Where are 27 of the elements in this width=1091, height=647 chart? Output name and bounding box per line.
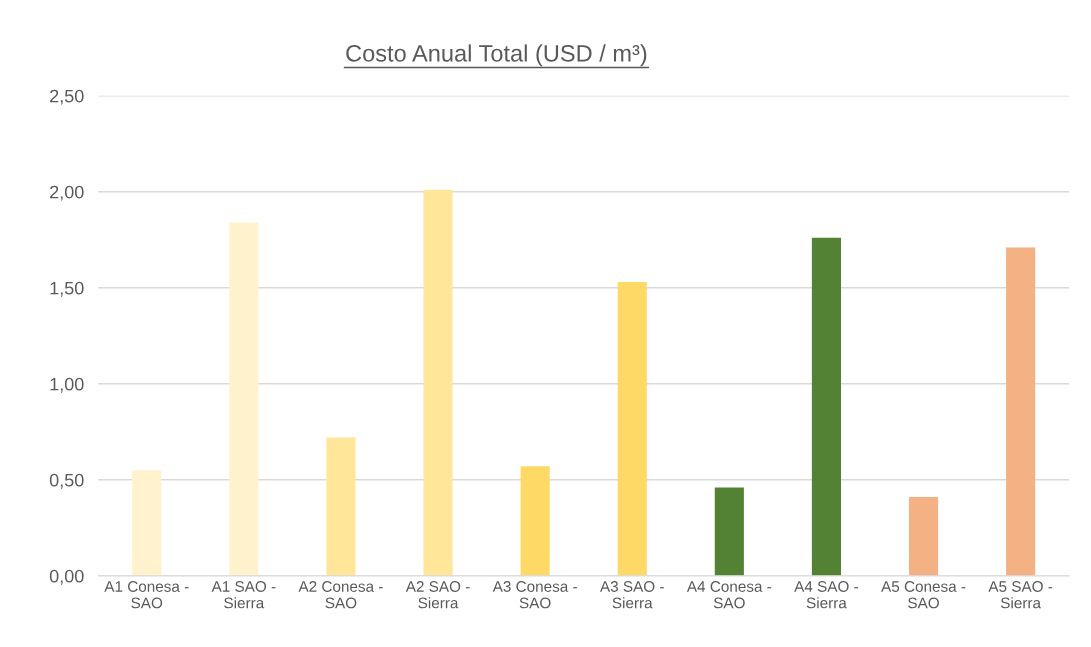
bar — [326, 437, 356, 576]
bar — [811, 237, 841, 576]
bar — [423, 189, 453, 576]
bar — [229, 222, 259, 576]
y-tick-label: 0,50 — [49, 473, 84, 489]
bar — [714, 487, 744, 576]
x-tick-label: A1 SAO - Sierra — [211, 581, 276, 609]
bar — [1006, 247, 1036, 576]
bar — [908, 497, 939, 576]
x-tick-label: A4 Conesa - SAO — [686, 581, 772, 609]
bar — [132, 470, 162, 576]
x-tick-label: A2 Conesa - SAO — [298, 581, 383, 609]
y-tick-label: 1,50 — [50, 281, 84, 297]
x-tick-label: A4 SAO - Sierra — [794, 581, 859, 609]
y-tick-label: 2,00 — [50, 185, 84, 201]
x-tick-label: A3 SAO - Sierra — [600, 581, 664, 609]
y-tick-label: 0,00 — [49, 569, 84, 585]
y-tick-label: 1,00 — [50, 377, 84, 393]
x-tick-label: A2 SAO - Sierra — [405, 581, 470, 609]
y-tick-label: 2,50 — [50, 89, 84, 105]
x-tick-label: A1 Conesa - SAO — [104, 581, 189, 609]
x-tick-label: A3 Conesa - SAO — [492, 581, 577, 609]
bar — [617, 282, 647, 576]
x-tick-label: A5 SAO - Sierra — [988, 581, 1053, 609]
chart-title: Costo Anual Total (USD / m³) — [346, 44, 647, 67]
x-tick-label: A5 Conesa - SAO — [881, 581, 966, 609]
bar — [520, 466, 550, 576]
